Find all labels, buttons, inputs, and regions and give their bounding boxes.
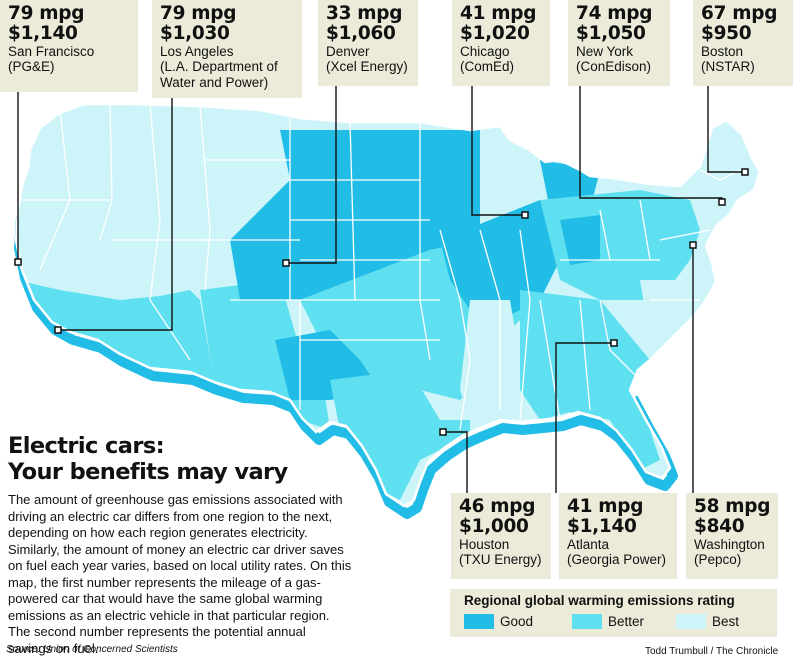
- city-marker-chicago: [521, 211, 529, 219]
- mpg-value: 46 mpg: [459, 496, 536, 517]
- callout-boston: 67 mpg $950 Boston (NSTAR): [693, 0, 793, 86]
- city-marker-new-york: [718, 198, 726, 206]
- callout-new-york: 74 mpg $1,050 New York (ConEdison): [568, 0, 670, 86]
- leader-chicago: [471, 86, 525, 216]
- utility-name: (L.A. Department of Water and Power): [160, 59, 278, 90]
- legend-title: Regional global warming emissions rating: [464, 593, 735, 608]
- legend-label-better: Better: [608, 614, 645, 629]
- state-borders: [20, 104, 741, 431]
- headline: Electric cars: Your benefits may vary: [8, 433, 288, 486]
- city-name: Washington: [694, 536, 765, 552]
- savings-value: $950: [701, 22, 752, 44]
- savings-value: $1,060: [326, 22, 396, 44]
- city-name: Chicago: [460, 43, 510, 59]
- utility-name: (NSTAR): [701, 59, 755, 75]
- legend-swatch-best: [676, 614, 706, 629]
- callout-houston: 46 mpg $1,000 Houston (TXU Energy): [451, 493, 551, 579]
- city-name: New York: [576, 43, 634, 59]
- savings-value: $1,050: [576, 22, 646, 44]
- source-note: Source: Union of Concerned Scientists: [6, 644, 178, 655]
- utility-name: (Pepco): [694, 552, 742, 568]
- mpg-value: 67 mpg: [701, 3, 778, 24]
- utility-name: (Xcel Energy): [326, 59, 408, 75]
- legend-label-good: Good: [500, 614, 534, 629]
- mpg-value: 41 mpg: [460, 3, 537, 24]
- city-marker-atlanta: [610, 339, 618, 347]
- city-marker-houston: [439, 428, 447, 436]
- legend-label-best: Best: [712, 614, 740, 629]
- callout-los-angeles: 79 mpg $1,030 Los Angeles (L.A. Departme…: [152, 0, 302, 98]
- leader-los-angeles: [58, 98, 173, 331]
- legend-swatch-better: [572, 614, 602, 629]
- callout-chicago: 41 mpg $1,020 Chicago (ComEd): [452, 0, 550, 86]
- headline-line-1: Electric cars:: [8, 433, 165, 459]
- leader-new-york: [579, 86, 723, 203]
- city-name: Denver: [326, 43, 370, 59]
- mpg-value: 79 mpg: [8, 3, 85, 24]
- utility-name: (TXU Energy): [459, 552, 542, 568]
- city-name: Boston: [701, 43, 744, 59]
- mpg-value: 33 mpg: [326, 3, 403, 24]
- callout-atlanta: 41 mpg $1,140 Atlanta (Georgia Power): [559, 493, 677, 579]
- savings-value: $1,140: [567, 515, 637, 537]
- headline-line-2: Your benefits may vary: [8, 459, 288, 486]
- legend-item-better: Better: [572, 614, 644, 629]
- savings-value: $1,020: [460, 22, 530, 44]
- legend: Regional global warming emissions rating…: [450, 589, 777, 637]
- utility-name: (PG&E): [8, 59, 55, 75]
- city-marker-san-francisco: [14, 258, 22, 266]
- savings-value: $1,000: [459, 515, 529, 537]
- city-marker-denver: [282, 259, 290, 267]
- utility-name: (ComEd): [460, 59, 515, 75]
- savings-value: $1,030: [160, 22, 230, 44]
- savings-value: $1,140: [8, 22, 78, 44]
- leader-boston: [707, 86, 745, 173]
- legend-swatch-good: [464, 614, 494, 629]
- leader-atlanta: [555, 342, 614, 493]
- body-text: The amount of greenhouse gas emissions a…: [8, 492, 352, 656]
- utility-name: (Georgia Power): [567, 552, 667, 568]
- savings-value: $840: [694, 515, 745, 537]
- mpg-value: 41 mpg: [567, 496, 644, 517]
- city-name: Los Angeles: [160, 43, 234, 59]
- city-name: Houston: [459, 536, 510, 552]
- legend-item-good: Good: [464, 614, 533, 629]
- city-marker-washington: [689, 241, 697, 249]
- callout-washington: 58 mpg $840 Washington (Pepco): [686, 493, 778, 579]
- city-marker-boston: [741, 168, 749, 176]
- callout-denver: 33 mpg $1,060 Denver (Xcel Energy): [318, 0, 418, 86]
- mpg-value: 79 mpg: [160, 3, 237, 24]
- leader-denver: [286, 86, 337, 264]
- city-marker-los-angeles: [54, 326, 62, 334]
- leader-houston: [443, 431, 468, 493]
- city-name: Atlanta: [567, 536, 610, 552]
- utility-name: (ConEdison): [576, 59, 652, 75]
- mpg-value: 58 mpg: [694, 496, 771, 517]
- city-name: San Francisco: [8, 43, 95, 59]
- callout-san-francisco: 79 mpg $1,140 San Francisco (PG&E): [0, 0, 138, 92]
- legend-item-best: Best: [676, 614, 739, 629]
- mpg-value: 74 mpg: [576, 3, 653, 24]
- credit-line: Todd Trumbull / The Chronicle: [645, 646, 779, 657]
